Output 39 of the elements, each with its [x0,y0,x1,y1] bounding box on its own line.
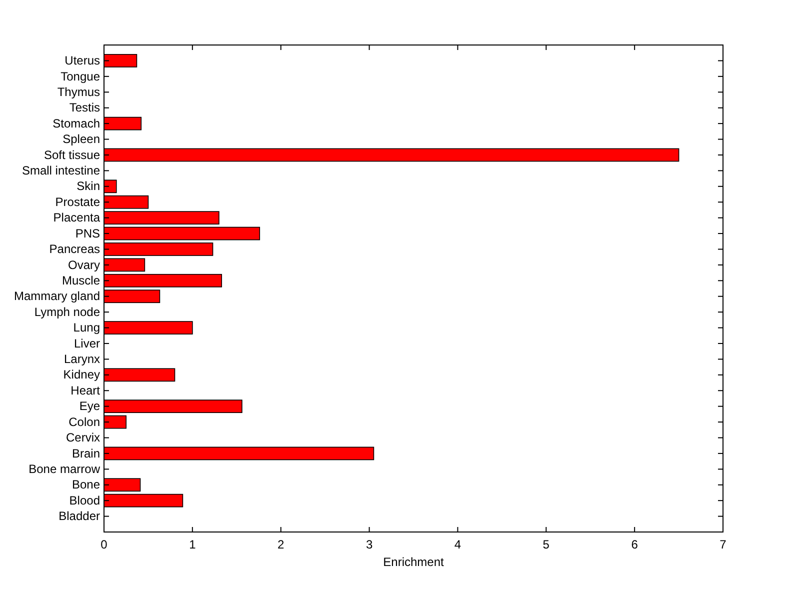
y-tick-label: Ovary [68,258,100,272]
y-tick-label: Kidney [63,368,100,382]
y-tick-label: Mammary gland [14,289,100,304]
x-tick-label: 2 [278,538,285,552]
y-tick-label: Larynx [64,352,100,366]
y-tick-label: Bladder [58,509,100,524]
x-axis-title: Enrichment [383,555,445,569]
y-tick-label: Tongue [60,69,100,84]
y-tick-label: Heart [70,383,101,398]
y-tick-label: Small intestine [22,164,100,178]
x-tick-label: 3 [366,538,373,552]
x-tick-label: 5 [542,538,550,552]
y-tick-label: Skin [76,179,100,194]
x-tick-label: 1 [189,538,196,552]
y-tick-label: Bone [72,478,100,492]
y-tick-label: PNS [75,226,100,240]
x-tick-label: 0 [100,538,108,552]
y-tick-label: Spleen [62,132,100,146]
y-tick-label: Muscle [62,273,100,288]
y-tick-label: Cervix [66,430,100,445]
y-tick-label: Colon [68,414,100,429]
y-tick-label: Pancreas [49,242,100,256]
y-tick-label: Testis [69,100,100,115]
x-tick-label: 4 [454,538,462,552]
y-tick-label: Lung [73,320,100,335]
y-tick-label: Placenta [53,210,100,225]
y-tick-label: Liver [74,336,100,350]
y-tick-label: Brain [72,446,100,460]
y-tick-label: Bone marrow [28,462,100,476]
x-tick-label: 6 [631,538,638,552]
y-tick-label: Lymph node [34,304,100,319]
y-tick-label: Thymus [57,84,100,99]
y-tick-label: Stomach [52,116,100,130]
y-tick-label: Eye [79,399,100,414]
x-tick-label: 7 [720,538,727,552]
y-tick-label: Uterus [64,54,100,68]
y-tick-label: Prostate [55,194,100,209]
y-tick-label: Soft tissue [44,148,100,162]
y-tick-label: Blood [69,493,100,508]
